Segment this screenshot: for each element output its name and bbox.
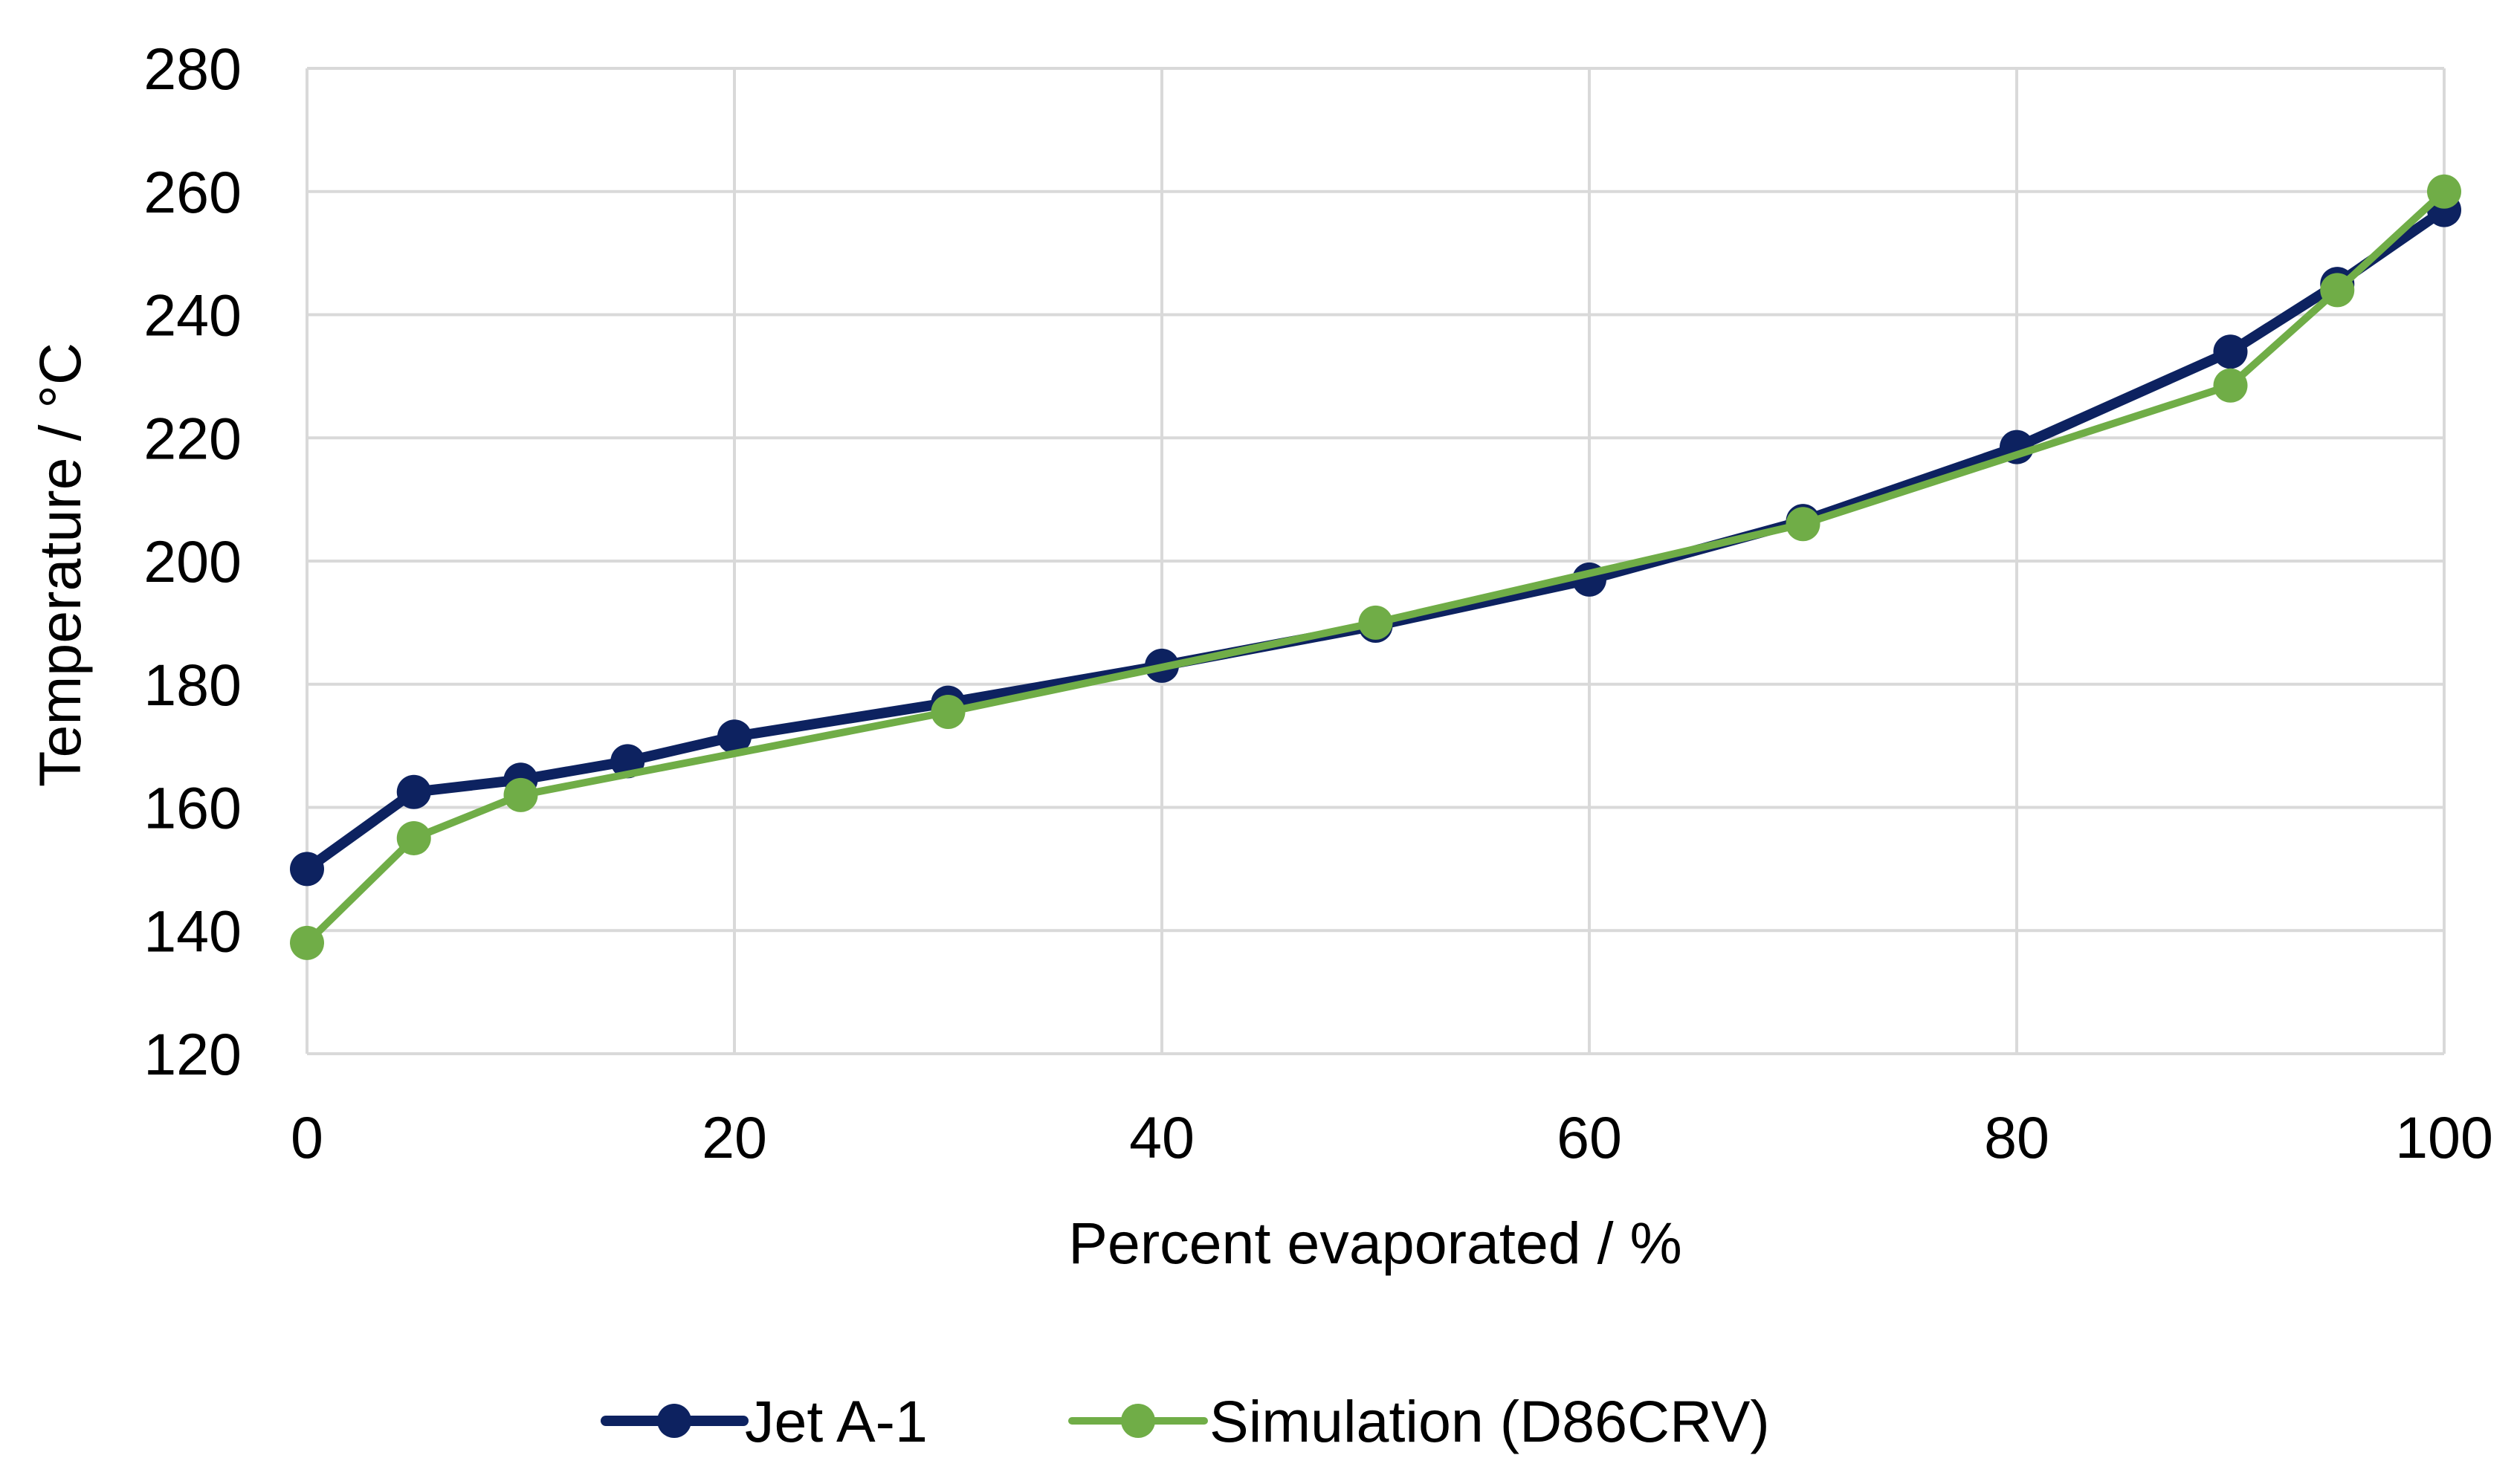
legend-item-simulation: Simulation (D86CRV) xyxy=(1068,1388,1770,1454)
data-point-jet-a-1 xyxy=(2213,334,2248,369)
y-tick-label: 240 xyxy=(143,282,242,349)
series-layer xyxy=(290,174,2461,960)
series-jet-a-1 xyxy=(290,192,2461,887)
x-tick-labels: 0 20 40 60 80 100 xyxy=(291,1104,2493,1170)
grid-lines xyxy=(306,67,2446,1055)
legend-marker-jet-a1 xyxy=(657,1404,691,1438)
y-tick-label: 260 xyxy=(143,159,242,225)
y-tick-label: 160 xyxy=(143,775,242,841)
legend-label-jet-a1: Jet A-1 xyxy=(745,1388,928,1454)
x-tick-label: 80 xyxy=(1984,1104,2049,1170)
legend: Jet A-1 Simulation (D86CRV) xyxy=(601,1388,1770,1454)
series-simulation-d86crv xyxy=(290,174,2461,960)
data-point-jet-a-1 xyxy=(290,852,324,887)
y-tick-labels: 120 140 160 180 200 220 240 260 280 xyxy=(143,36,242,1087)
y-tick-label: 180 xyxy=(143,652,242,718)
data-point-simulation-d86crv xyxy=(1358,605,1393,640)
y-axis-label: Temperature / °C xyxy=(27,343,93,787)
data-point-simulation-d86crv xyxy=(290,925,324,960)
data-point-simulation-d86crv xyxy=(2427,174,2461,209)
x-tick-label: 100 xyxy=(2395,1104,2493,1170)
x-axis-label: Percent evaporated / % xyxy=(1068,1210,1682,1276)
data-point-jet-a-1 xyxy=(717,719,752,754)
data-point-jet-a-1 xyxy=(396,774,431,809)
x-tick-label: 20 xyxy=(702,1104,767,1170)
legend-marker-simulation xyxy=(1121,1404,1155,1438)
data-point-simulation-d86crv xyxy=(396,820,431,855)
legend-label-simulation: Simulation (D86CRV) xyxy=(1209,1388,1770,1454)
data-point-simulation-d86crv xyxy=(1786,507,1820,542)
legend-item-jet-a1: Jet A-1 xyxy=(601,1388,928,1454)
data-point-simulation-d86crv xyxy=(931,695,966,730)
data-point-simulation-d86crv xyxy=(2213,368,2248,403)
y-tick-label: 120 xyxy=(143,1021,242,1087)
y-tick-label: 140 xyxy=(143,898,242,964)
y-tick-label: 280 xyxy=(143,36,242,102)
x-tick-label: 0 xyxy=(291,1104,323,1170)
data-point-simulation-d86crv xyxy=(2320,273,2355,308)
y-tick-label: 200 xyxy=(143,528,242,594)
y-tick-label: 220 xyxy=(143,405,242,471)
series-line-simulation-d86crv xyxy=(303,187,2448,947)
x-tick-label: 40 xyxy=(1129,1104,1195,1170)
data-point-simulation-d86crv xyxy=(503,777,538,812)
x-tick-label: 60 xyxy=(1557,1104,1622,1170)
